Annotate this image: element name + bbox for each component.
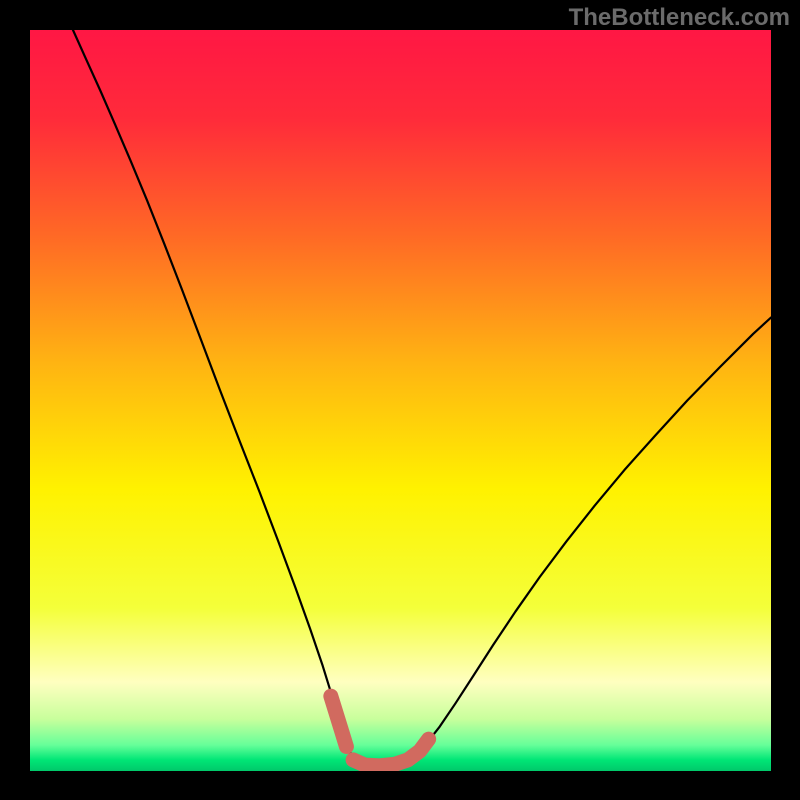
bottleneck-curve-plot — [30, 30, 771, 771]
gradient-background — [30, 30, 771, 771]
watermark-text: TheBottleneck.com — [569, 4, 790, 32]
chart-canvas: TheBottleneck.com — [0, 0, 800, 800]
